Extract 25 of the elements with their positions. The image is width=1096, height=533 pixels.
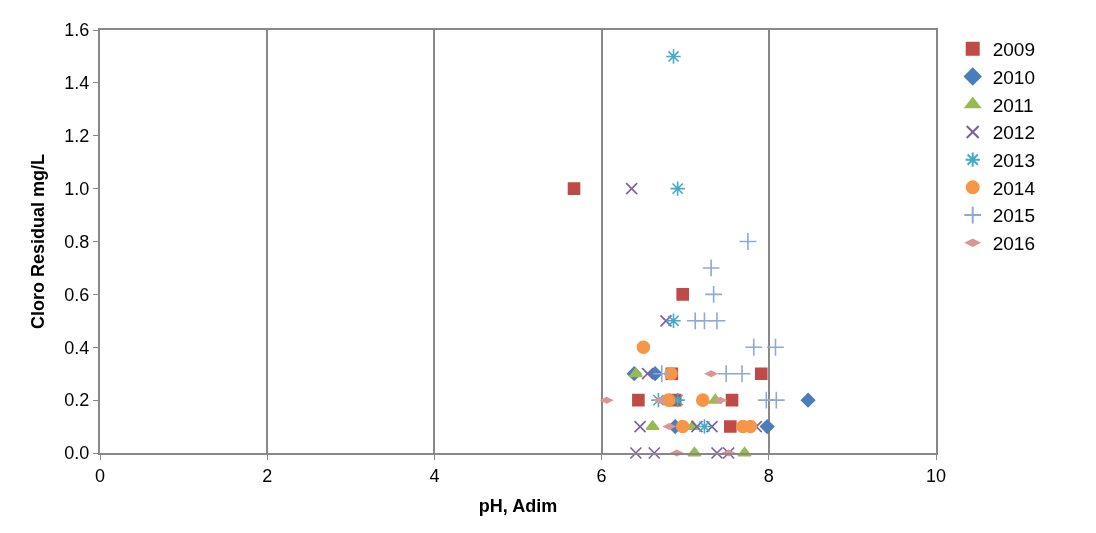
y-tick-label: 1.4 (64, 73, 90, 94)
y-tick-label: 1.2 (64, 126, 90, 147)
legend-label: 2014 (992, 177, 1036, 199)
legend-label: 2009 (992, 39, 1035, 61)
y-tick-label: 0.8 (64, 231, 90, 252)
legend-label: 2010 (992, 66, 1035, 88)
legend-label: 2016 (992, 233, 1035, 255)
x-tick-label: 6 (596, 465, 607, 486)
x-tick-label: 10 (925, 465, 947, 486)
y-axis-title: Cloro Residual mg/L (28, 153, 49, 330)
x-tick-label: 4 (429, 465, 440, 486)
y-tick-label: 1.6 (64, 20, 90, 41)
x-tick-label: 8 (763, 465, 774, 486)
x-tick-label: 2 (262, 465, 273, 486)
legend-label: 2013 (992, 150, 1035, 172)
legend-label: 2011 (992, 94, 1034, 116)
x-tick-label: 0 (94, 465, 106, 486)
y-tick-label: 0.0 (64, 443, 90, 464)
y-tick-label: 1.0 (64, 178, 90, 199)
y-tick-label: 0.4 (64, 337, 90, 358)
y-tick-label: 0.2 (64, 390, 90, 411)
x-axis-title: pH, Adim (478, 496, 558, 517)
legend-label: 2015 (992, 205, 1035, 227)
legend-label: 2012 (992, 122, 1035, 144)
y-tick-label: 0.6 (64, 284, 90, 305)
